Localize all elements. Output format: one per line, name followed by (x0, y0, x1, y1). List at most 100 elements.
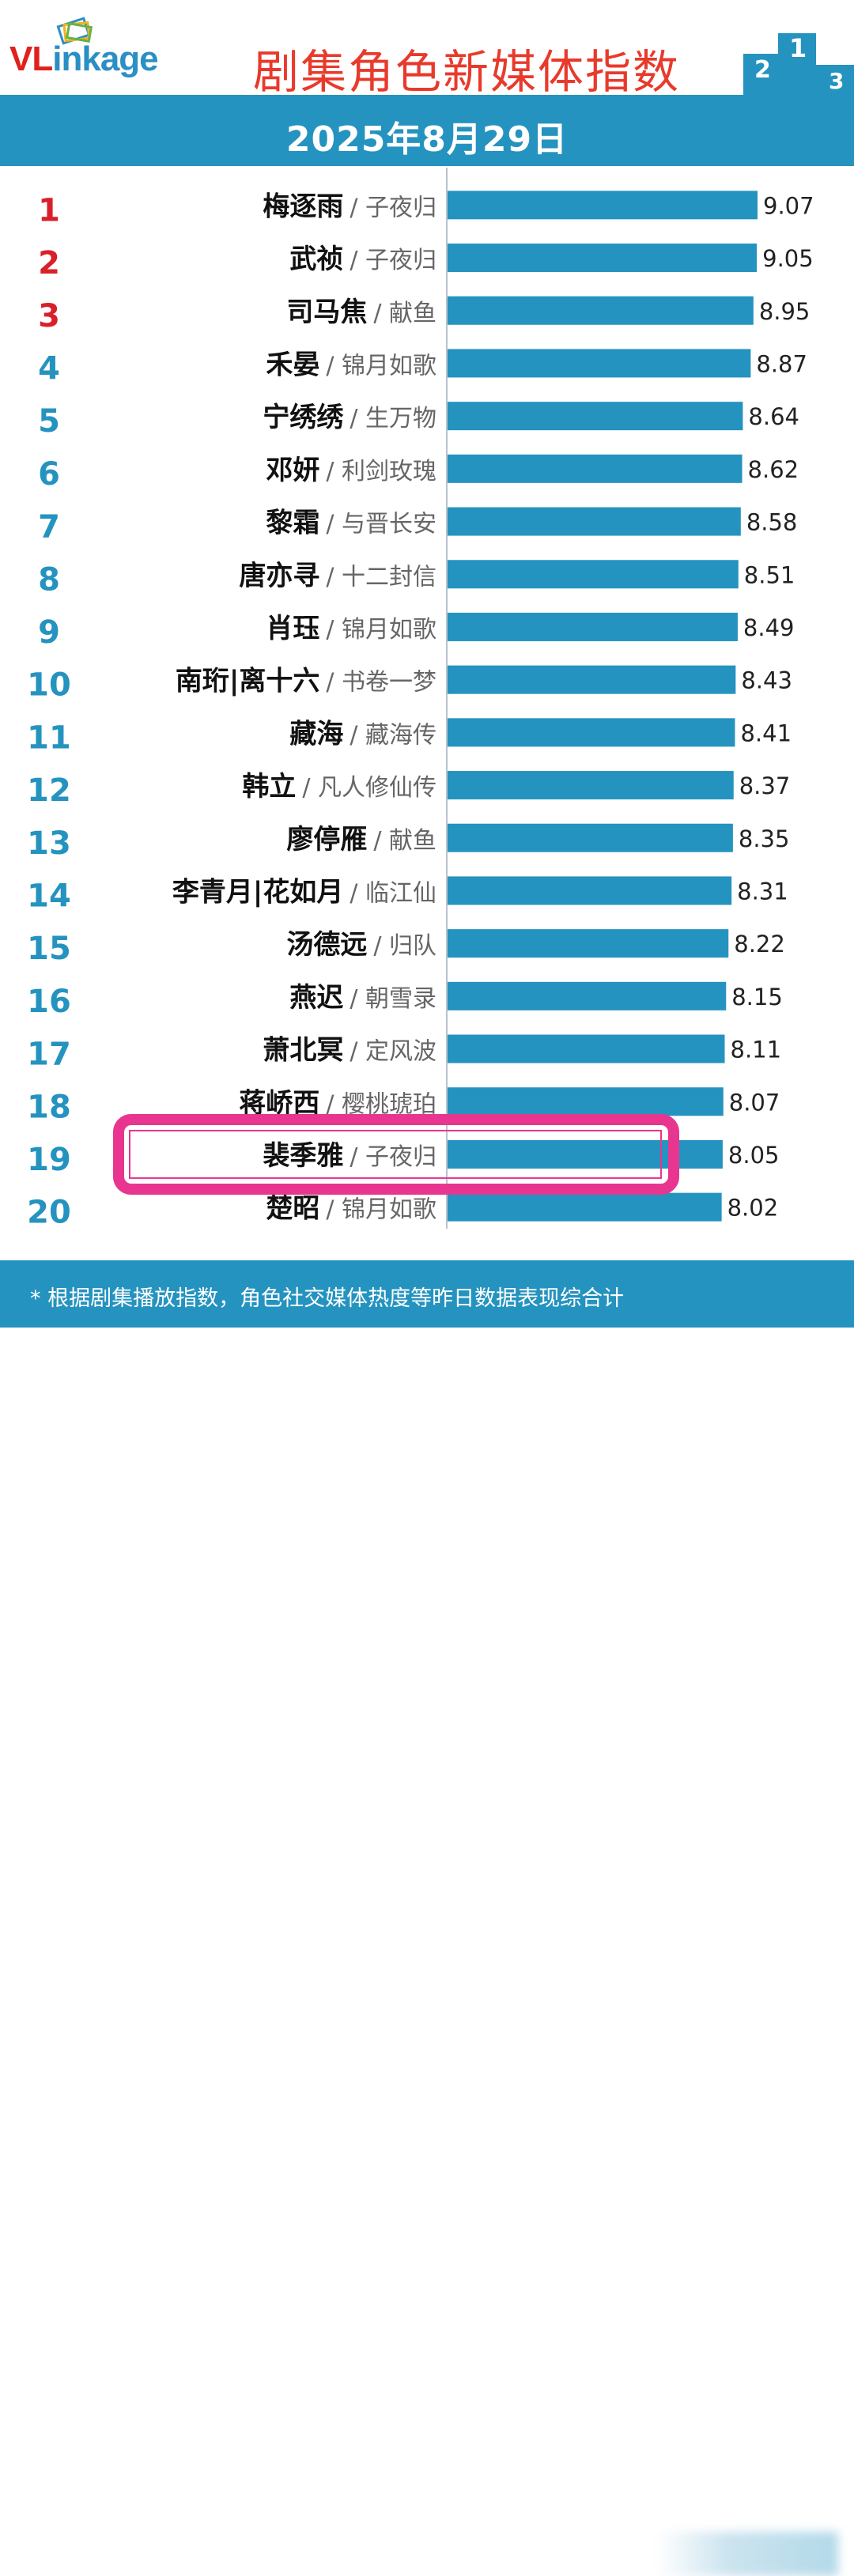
chart-row: 14 李青月|花如月 / 临江仙 8.31 (27, 876, 788, 914)
row-label: 黎霜 / 与晋长安 (266, 508, 436, 539)
rank-number: 5 (38, 403, 60, 440)
podium-label-2: 2 (754, 56, 771, 84)
highlight-box (113, 1113, 679, 1195)
highlight-inner-frame (129, 1129, 662, 1179)
chart-row: 7 黎霜 / 与晋长安 8.58 (38, 507, 798, 546)
ranking-bar-chart: 1 梅逐雨 / 子夜归 9.072 武祯 / 子夜归 9.053 司马焦 / 献鱼 8.954 禾晏… (27, 168, 814, 1231)
character-name: 藏海 (289, 718, 343, 750)
rank-number: 7 (38, 509, 60, 546)
rank-number: 3 (38, 298, 60, 334)
row-label: 禾晏 / 锦月如歌 (266, 349, 436, 380)
row-label: 裴季雅 / 子夜归 (263, 1140, 436, 1172)
row-label: 司马焦 / 献鱼 (286, 297, 436, 328)
drama-name: / 定风波 (350, 1038, 436, 1066)
rank-number: 10 (27, 667, 71, 704)
value-label: 8.02 (727, 1195, 779, 1222)
logo-letter-l: L (32, 40, 53, 78)
value-label: 8.31 (737, 878, 788, 905)
bar (448, 718, 735, 747)
chart-row: 4 禾晏 / 锦月如歌 8.87 (38, 349, 807, 387)
value-label: 8.35 (739, 825, 790, 852)
chart-row: 3 司马焦 / 献鱼 8.95 (38, 296, 811, 334)
logo-letter-rest: inkage (52, 40, 158, 78)
rank-number: 2 (38, 245, 60, 281)
value-label: 8.58 (746, 509, 798, 536)
logo-text: VLinkage (9, 40, 159, 79)
character-name: 唐亦寻 (239, 560, 319, 591)
rank-number: 15 (27, 931, 71, 967)
bar (448, 876, 732, 905)
chart-row: 8 唐亦寻 / 十二封信 8.51 (38, 560, 795, 598)
drama-name: / 子夜归 (350, 1143, 436, 1171)
drama-name: / 朝雪录 (350, 985, 436, 1013)
bar (448, 507, 741, 536)
chart-row: 1 梅逐雨 / 子夜归 9.07 (38, 191, 814, 229)
value-label: 8.95 (759, 298, 811, 325)
value-label: 9.05 (762, 245, 814, 272)
rank-number: 1 (38, 192, 60, 229)
rank-number: 9 (38, 614, 60, 651)
rank-number: 4 (38, 350, 60, 387)
podium-label-1: 1 (789, 33, 807, 63)
row-label: 唐亦寻 / 十二封信 (239, 560, 436, 591)
bar (448, 1139, 723, 1169)
bar (448, 929, 729, 958)
podium-label-3: 3 (829, 68, 844, 94)
chart-row: 20 楚昭 / 锦月如歌 8.02 (27, 1192, 779, 1231)
value-label: 8.22 (734, 931, 785, 958)
chart-row: 19 裴季雅 / 子夜归 8.05 (27, 1139, 780, 1178)
rank-number: 19 (27, 1142, 71, 1178)
rank-number: 16 (27, 984, 71, 1020)
rank-number: 6 (38, 456, 60, 493)
bar (448, 981, 727, 1010)
character-name: 廖停雁 (286, 824, 367, 856)
value-label: 8.62 (748, 456, 799, 483)
bar (448, 191, 758, 220)
bar (448, 244, 758, 273)
value-label: 8.49 (743, 614, 795, 641)
chart-row: 18 蒋峤西 / 樱桃琥珀 8.07 (27, 1087, 780, 1125)
page-title: 剧集角色新媒体指数 (253, 45, 681, 99)
row-label: 楚昭 / 锦月如歌 (266, 1193, 436, 1225)
drama-name: / 子夜归 (350, 194, 436, 221)
character-name: 禾晏 (266, 349, 319, 380)
row-label: 肖珏 / 锦月如歌 (266, 613, 436, 644)
bar (448, 349, 751, 378)
row-label: 邓妍 / 利剑玫瑰 (266, 455, 436, 486)
row-label: 南珩|离十六 / 书卷一梦 (176, 666, 436, 697)
chart-row: 2 武祯 / 子夜归 9.05 (38, 244, 814, 281)
drama-name: / 利剑玫瑰 (326, 458, 436, 485)
blurred-watermark (656, 2532, 838, 2576)
podium-icon: 2 1 3 (743, 33, 854, 95)
drama-name: / 子夜归 (350, 247, 436, 274)
drama-name: / 锦月如歌 (326, 616, 436, 644)
logo-frame-icon (56, 17, 93, 45)
value-label: 8.41 (740, 720, 792, 746)
chart-row: 13 廖停雁 / 献鱼 8.35 (27, 823, 790, 862)
value-label: 8.15 (731, 984, 783, 1010)
chart-row: 10 南珩|离十六 / 书卷一梦 8.43 (27, 665, 792, 704)
rank-number: 20 (27, 1195, 71, 1231)
bar (448, 1192, 722, 1222)
character-name: 蒋峤西 (239, 1087, 319, 1119)
bar (448, 771, 734, 800)
character-name: 裴季雅 (263, 1140, 343, 1172)
value-label: 8.87 (756, 350, 807, 377)
bar (448, 1034, 725, 1063)
drama-name: / 书卷一梦 (326, 669, 436, 697)
row-label: 宁绣绣 / 生万物 (263, 402, 436, 433)
row-label: 萧北冥 / 定风波 (263, 1035, 436, 1067)
drama-name: / 锦月如歌 (326, 352, 436, 380)
drama-name: / 樱桃琥珀 (326, 1090, 436, 1118)
rank-number: 17 (27, 1037, 71, 1073)
drama-name: / 临江仙 (350, 879, 436, 907)
row-label: 梅逐雨 / 子夜归 (263, 191, 436, 222)
row-label: 武祯 / 子夜归 (289, 244, 436, 275)
bar (448, 454, 743, 483)
value-label: 8.05 (728, 1142, 780, 1169)
row-label: 廖停雁 / 献鱼 (286, 824, 436, 856)
bar (448, 823, 733, 852)
row-label: 燕迟 / 朝雪录 (289, 982, 436, 1014)
row-label: 蒋峤西 / 樱桃琥珀 (239, 1087, 436, 1119)
chart-row: 17 萧北冥 / 定风波 8.11 (27, 1034, 781, 1073)
